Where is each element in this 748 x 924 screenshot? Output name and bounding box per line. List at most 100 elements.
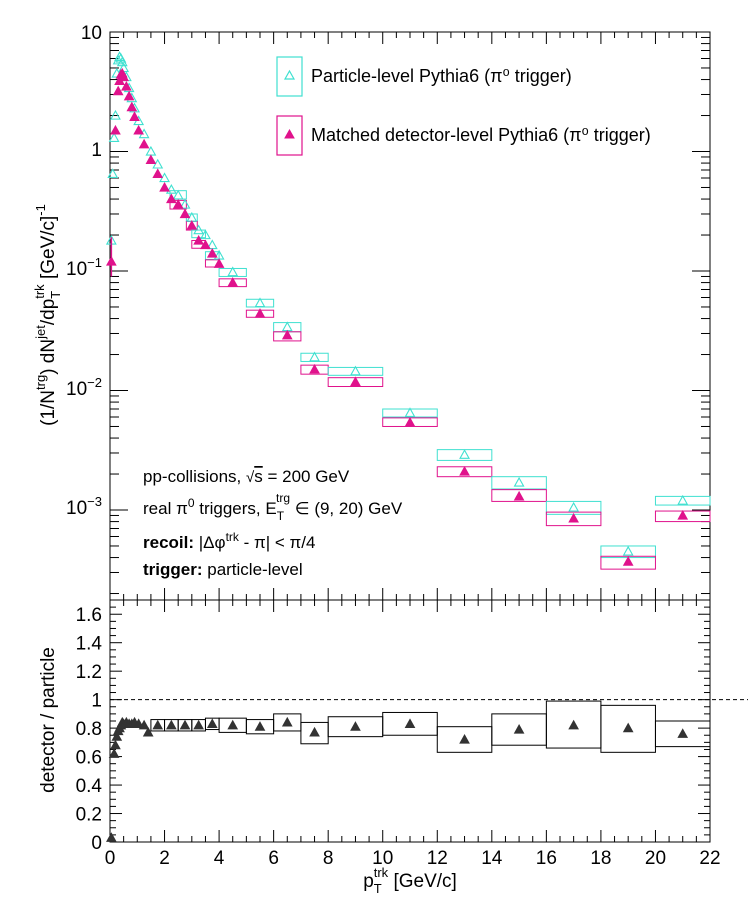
particle-point bbox=[110, 109, 121, 120]
annotation-triggers: real π0 triggers, ETtrg ∈ (9, 20) GeV bbox=[143, 491, 403, 523]
legend-particle-label: Particle-level Pythia6 (π⁰ trigger) bbox=[311, 66, 572, 86]
top-data-points bbox=[105, 51, 689, 566]
detector-point bbox=[118, 71, 129, 82]
detector-point bbox=[622, 556, 634, 566]
y-tick-label-0.001: 10−3 bbox=[66, 494, 102, 519]
y-tick-label: 0 bbox=[91, 833, 102, 854]
detector-point bbox=[179, 208, 191, 219]
particle-syst-box bbox=[327, 366, 384, 376]
detector-point bbox=[227, 277, 239, 287]
legend-detector-marker bbox=[284, 128, 295, 139]
x-tick-label: 10 bbox=[372, 848, 393, 869]
top-axis-ticks bbox=[109, 31, 711, 600]
particle-point bbox=[200, 229, 211, 240]
detector-point bbox=[110, 124, 121, 135]
x-tick-label: 4 bbox=[214, 848, 225, 869]
x-tick-label: 18 bbox=[590, 848, 611, 869]
ratio-point bbox=[138, 719, 150, 730]
y-tick-label: 0.8 bbox=[76, 719, 102, 740]
x-tick-label: 8 bbox=[323, 848, 334, 869]
ratio-point bbox=[513, 724, 525, 734]
ratio-point bbox=[254, 721, 266, 731]
annotations: pp-collisions, √s = 200 GeV real π0 trig… bbox=[143, 467, 403, 579]
detector-point bbox=[200, 239, 211, 250]
detector-point bbox=[213, 258, 225, 268]
annotation-trigger: trigger: particle-level bbox=[143, 560, 303, 579]
bottom-y-axis-title: detector / particle bbox=[38, 647, 59, 793]
particle-point bbox=[254, 297, 266, 308]
x-tick-label: 22 bbox=[699, 848, 720, 869]
detector-point bbox=[138, 138, 150, 149]
top-y-axis-title: (1/Ntrg) dNjet/dpTtrk [GeV/c]-1 bbox=[32, 204, 63, 426]
particle-point bbox=[404, 407, 416, 418]
detector-point bbox=[404, 416, 416, 427]
y-tick-label-0.1: 10−1 bbox=[66, 255, 102, 280]
ratio-point bbox=[106, 832, 117, 842]
detector-point bbox=[126, 101, 138, 112]
legend-detector-label: Matched detector-level Pythia6 (π⁰ trigg… bbox=[311, 125, 651, 145]
particle-syst-box bbox=[300, 352, 329, 362]
particle-point bbox=[165, 183, 177, 194]
ratio-point bbox=[227, 719, 239, 730]
ratio-point bbox=[179, 719, 191, 730]
particle-point bbox=[459, 449, 470, 459]
detector-point bbox=[568, 512, 579, 523]
ratio-syst-box bbox=[382, 711, 438, 736]
particle-point bbox=[622, 545, 634, 556]
legend-particle-marker bbox=[283, 69, 296, 80]
ratio-point bbox=[622, 722, 634, 733]
detector-point bbox=[166, 193, 177, 204]
particle-syst-box bbox=[382, 408, 438, 418]
detector-point bbox=[123, 90, 135, 101]
ratio-point bbox=[152, 719, 164, 730]
bottom-y-tick-labels: 0 0.2 0.4 0.6 0.8 1 1.2 1.4 1.6 bbox=[76, 605, 103, 854]
ratio-systematic-boxes bbox=[150, 700, 711, 753]
ratio-point bbox=[110, 739, 121, 750]
x-tick-label: 16 bbox=[536, 848, 557, 869]
ratio-data-points bbox=[106, 716, 689, 842]
detector-point bbox=[186, 220, 198, 230]
detector-point bbox=[133, 124, 144, 135]
detector-point bbox=[152, 168, 164, 178]
x-tick-label: 14 bbox=[481, 848, 503, 869]
ratio-point bbox=[677, 728, 689, 738]
ratio-point bbox=[166, 719, 177, 730]
y-tick-label-1: 1 bbox=[91, 140, 102, 161]
legend-detector-swatch bbox=[276, 115, 303, 156]
detector-point bbox=[281, 329, 293, 340]
y-tick-label: 1.2 bbox=[76, 662, 102, 683]
detector-point bbox=[121, 80, 132, 91]
particle-point bbox=[281, 321, 293, 332]
detector-point bbox=[193, 234, 204, 245]
detector-point bbox=[129, 111, 140, 121]
ratio-point bbox=[281, 716, 293, 727]
particle-syst-box bbox=[245, 298, 275, 308]
ratio-point bbox=[193, 719, 204, 730]
particle-point bbox=[227, 266, 239, 277]
detector-point bbox=[172, 198, 184, 209]
legend-particle-swatch bbox=[276, 56, 303, 97]
particle-point bbox=[350, 365, 361, 376]
x-tick-label: 12 bbox=[427, 848, 448, 869]
particle-point bbox=[108, 132, 120, 143]
x-tick-labels: 0 2 4 6 8 10 12 14 16 18 20 22 bbox=[105, 848, 721, 869]
y-tick-label: 1.6 bbox=[76, 605, 102, 626]
detector-point bbox=[677, 509, 689, 520]
detector-point bbox=[112, 85, 124, 96]
ratio-point bbox=[206, 718, 218, 728]
ratio-point bbox=[459, 733, 470, 744]
detector-point bbox=[350, 376, 361, 387]
y-tick-label-0.01: 10−2 bbox=[66, 375, 102, 400]
ratio-syst-box bbox=[654, 720, 711, 748]
ratio-point bbox=[568, 719, 579, 730]
ratio-point bbox=[133, 718, 144, 728]
x-tick-label: 20 bbox=[645, 848, 666, 869]
ratio-point bbox=[142, 726, 154, 737]
particle-point bbox=[568, 501, 580, 512]
detector-point bbox=[254, 308, 266, 318]
x-axis-title: pTtrk [GeV/c] bbox=[363, 865, 457, 896]
particle-point bbox=[179, 198, 191, 209]
detector-point bbox=[206, 248, 218, 258]
y-tick-label: 1.4 bbox=[76, 634, 103, 655]
